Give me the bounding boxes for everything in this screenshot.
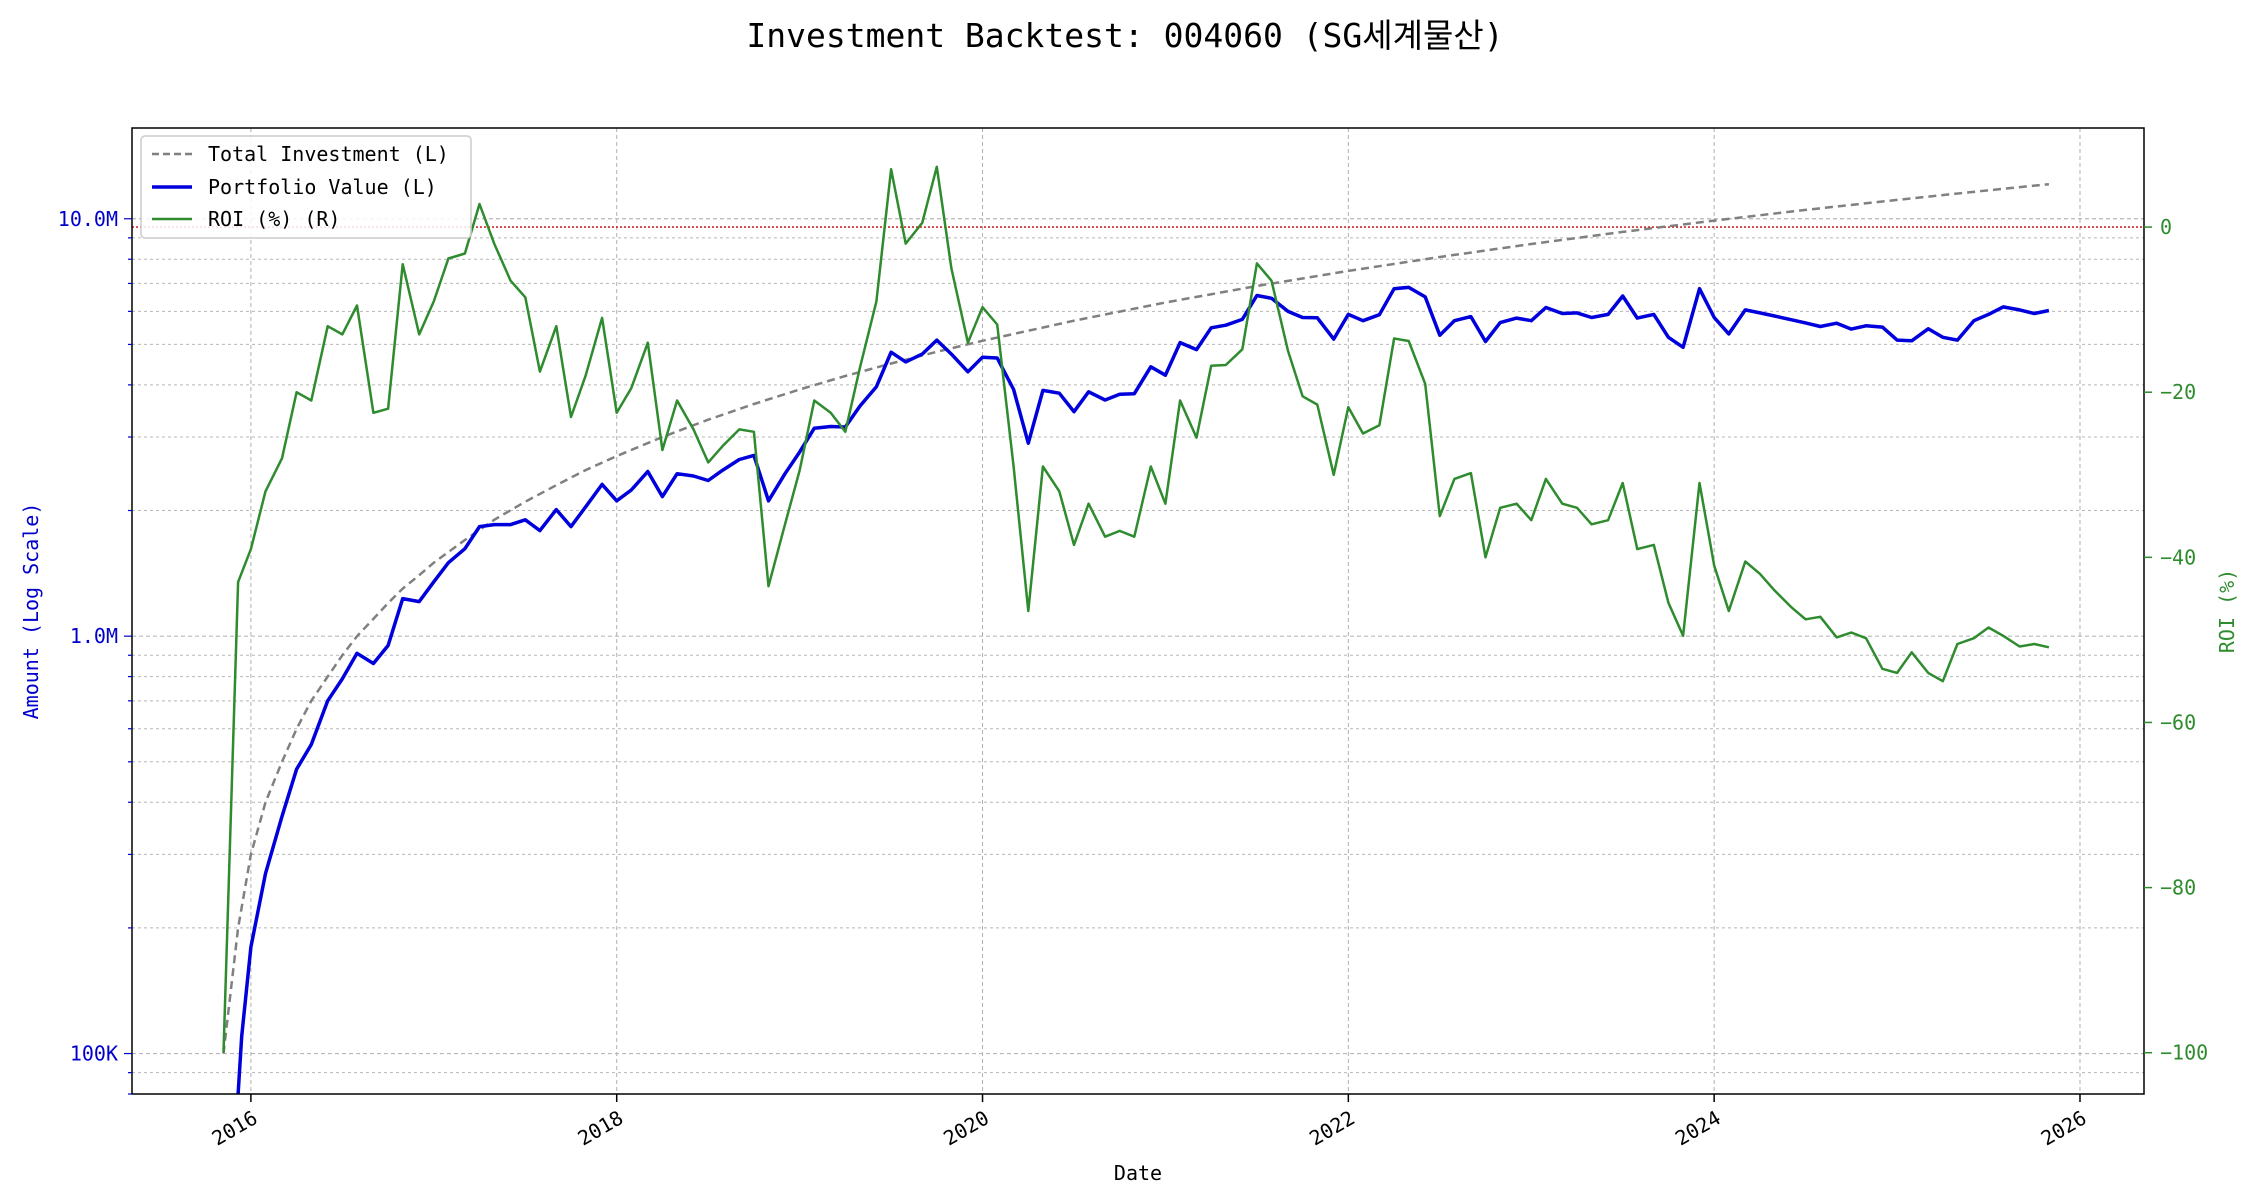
x-axis-label: Date xyxy=(1114,1161,1162,1185)
right-axis-label: ROI (%) xyxy=(2215,569,2239,653)
legend-label-portfolio-value: Portfolio Value (L) xyxy=(208,175,437,199)
roi-line xyxy=(222,165,2050,1053)
legend-label-roi: ROI (%) (R) xyxy=(208,207,340,231)
legend: Total Investment (L) Portfolio Value (L)… xyxy=(140,135,472,239)
right-tick-label: −100 xyxy=(2160,1041,2208,1065)
right-tick-label: 0 xyxy=(2160,215,2172,239)
right-tick-label: −20 xyxy=(2160,380,2196,404)
left-tick-label: 1.0M xyxy=(70,624,118,648)
total-investment-line xyxy=(222,182,2050,1054)
series-layer xyxy=(222,165,2050,1095)
grid xyxy=(132,128,2144,1095)
right-tick-label: −80 xyxy=(2160,876,2196,900)
plot-frame xyxy=(131,127,2145,1095)
legend-box xyxy=(140,135,472,239)
left-tick-label: 100K xyxy=(70,1042,118,1066)
chart-title: Investment Backtest: 004060 (SG세계물산) xyxy=(746,16,1503,55)
left-tick-label: 10.0M xyxy=(58,207,118,231)
right-tick-label: −60 xyxy=(2160,710,2196,734)
left-axis-label: Amount (Log Scale) xyxy=(19,503,43,720)
portfolio-value-line xyxy=(236,285,2050,1095)
legend-label-total-investment: Total Investment (L) xyxy=(208,142,449,166)
right-tick-label: −40 xyxy=(2160,545,2196,569)
